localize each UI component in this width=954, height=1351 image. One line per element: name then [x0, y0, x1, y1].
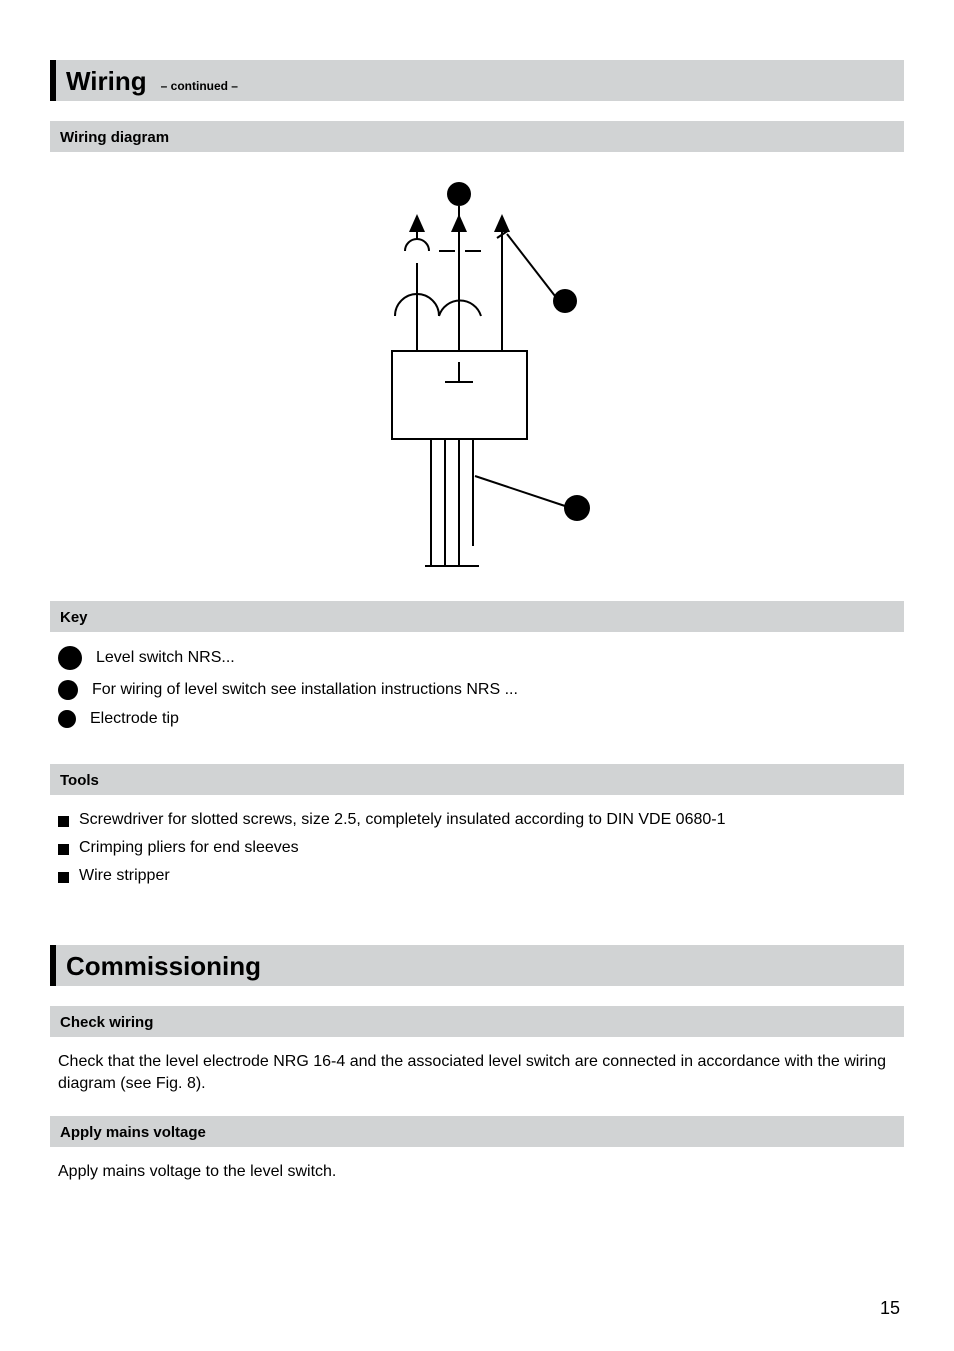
key-item: Electrode tip: [58, 710, 896, 728]
tools-item-text: Wire stripper: [79, 867, 170, 885]
square-bullet-icon: [58, 816, 69, 827]
sub-header-key: Key: [50, 601, 904, 632]
square-bullet-icon: [58, 844, 69, 855]
tools-item: Screwdriver for slotted screws, size 2.5…: [58, 811, 896, 829]
key-item-text: For wiring of level switch see installat…: [92, 681, 518, 699]
sub-header-tools: Tools: [50, 764, 904, 795]
section-header-wiring: Wiring – continued –: [50, 60, 904, 101]
tools-item-text: Crimping pliers for end sleeves: [79, 839, 299, 857]
tools-item: Crimping pliers for end sleeves: [58, 839, 896, 857]
wiring-schematic-svg: [347, 176, 607, 571]
wiring-continued: – continued –: [161, 79, 238, 93]
bullet-dot-icon: [58, 646, 82, 670]
check-wiring-body: Check that the level electrode NRG 16-4 …: [50, 1037, 904, 1096]
wiring-diagram-figure: [50, 152, 904, 581]
tools-item: Wire stripper: [58, 867, 896, 885]
tools-item-text: Screwdriver for slotted screws, size 2.5…: [79, 811, 726, 829]
apply-mains-body: Apply mains voltage to the level switch.: [50, 1147, 904, 1185]
key-list: Level switch NRS... For wiring of level …: [50, 632, 904, 744]
bullet-dot-icon: [58, 680, 78, 700]
sub-header-apply-mains: Apply mains voltage: [50, 1116, 904, 1147]
sub-header-check-wiring: Check wiring: [50, 1006, 904, 1037]
wiring-title: Wiring: [66, 66, 147, 97]
key-item: For wiring of level switch see installat…: [58, 680, 896, 700]
key-item-text: Level switch NRS...: [96, 649, 235, 667]
square-bullet-icon: [58, 872, 69, 883]
bullet-dot-icon: [58, 710, 76, 728]
section-header-commissioning: Commissioning: [50, 945, 904, 986]
tools-list: Screwdriver for slotted screws, size 2.5…: [50, 795, 904, 901]
page-number: 15: [880, 1298, 900, 1319]
key-item-text: Electrode tip: [90, 710, 179, 728]
commissioning-title: Commissioning: [66, 951, 261, 982]
sub-header-wiring-diagram: Wiring diagram: [50, 121, 904, 152]
key-item: Level switch NRS...: [58, 646, 896, 670]
